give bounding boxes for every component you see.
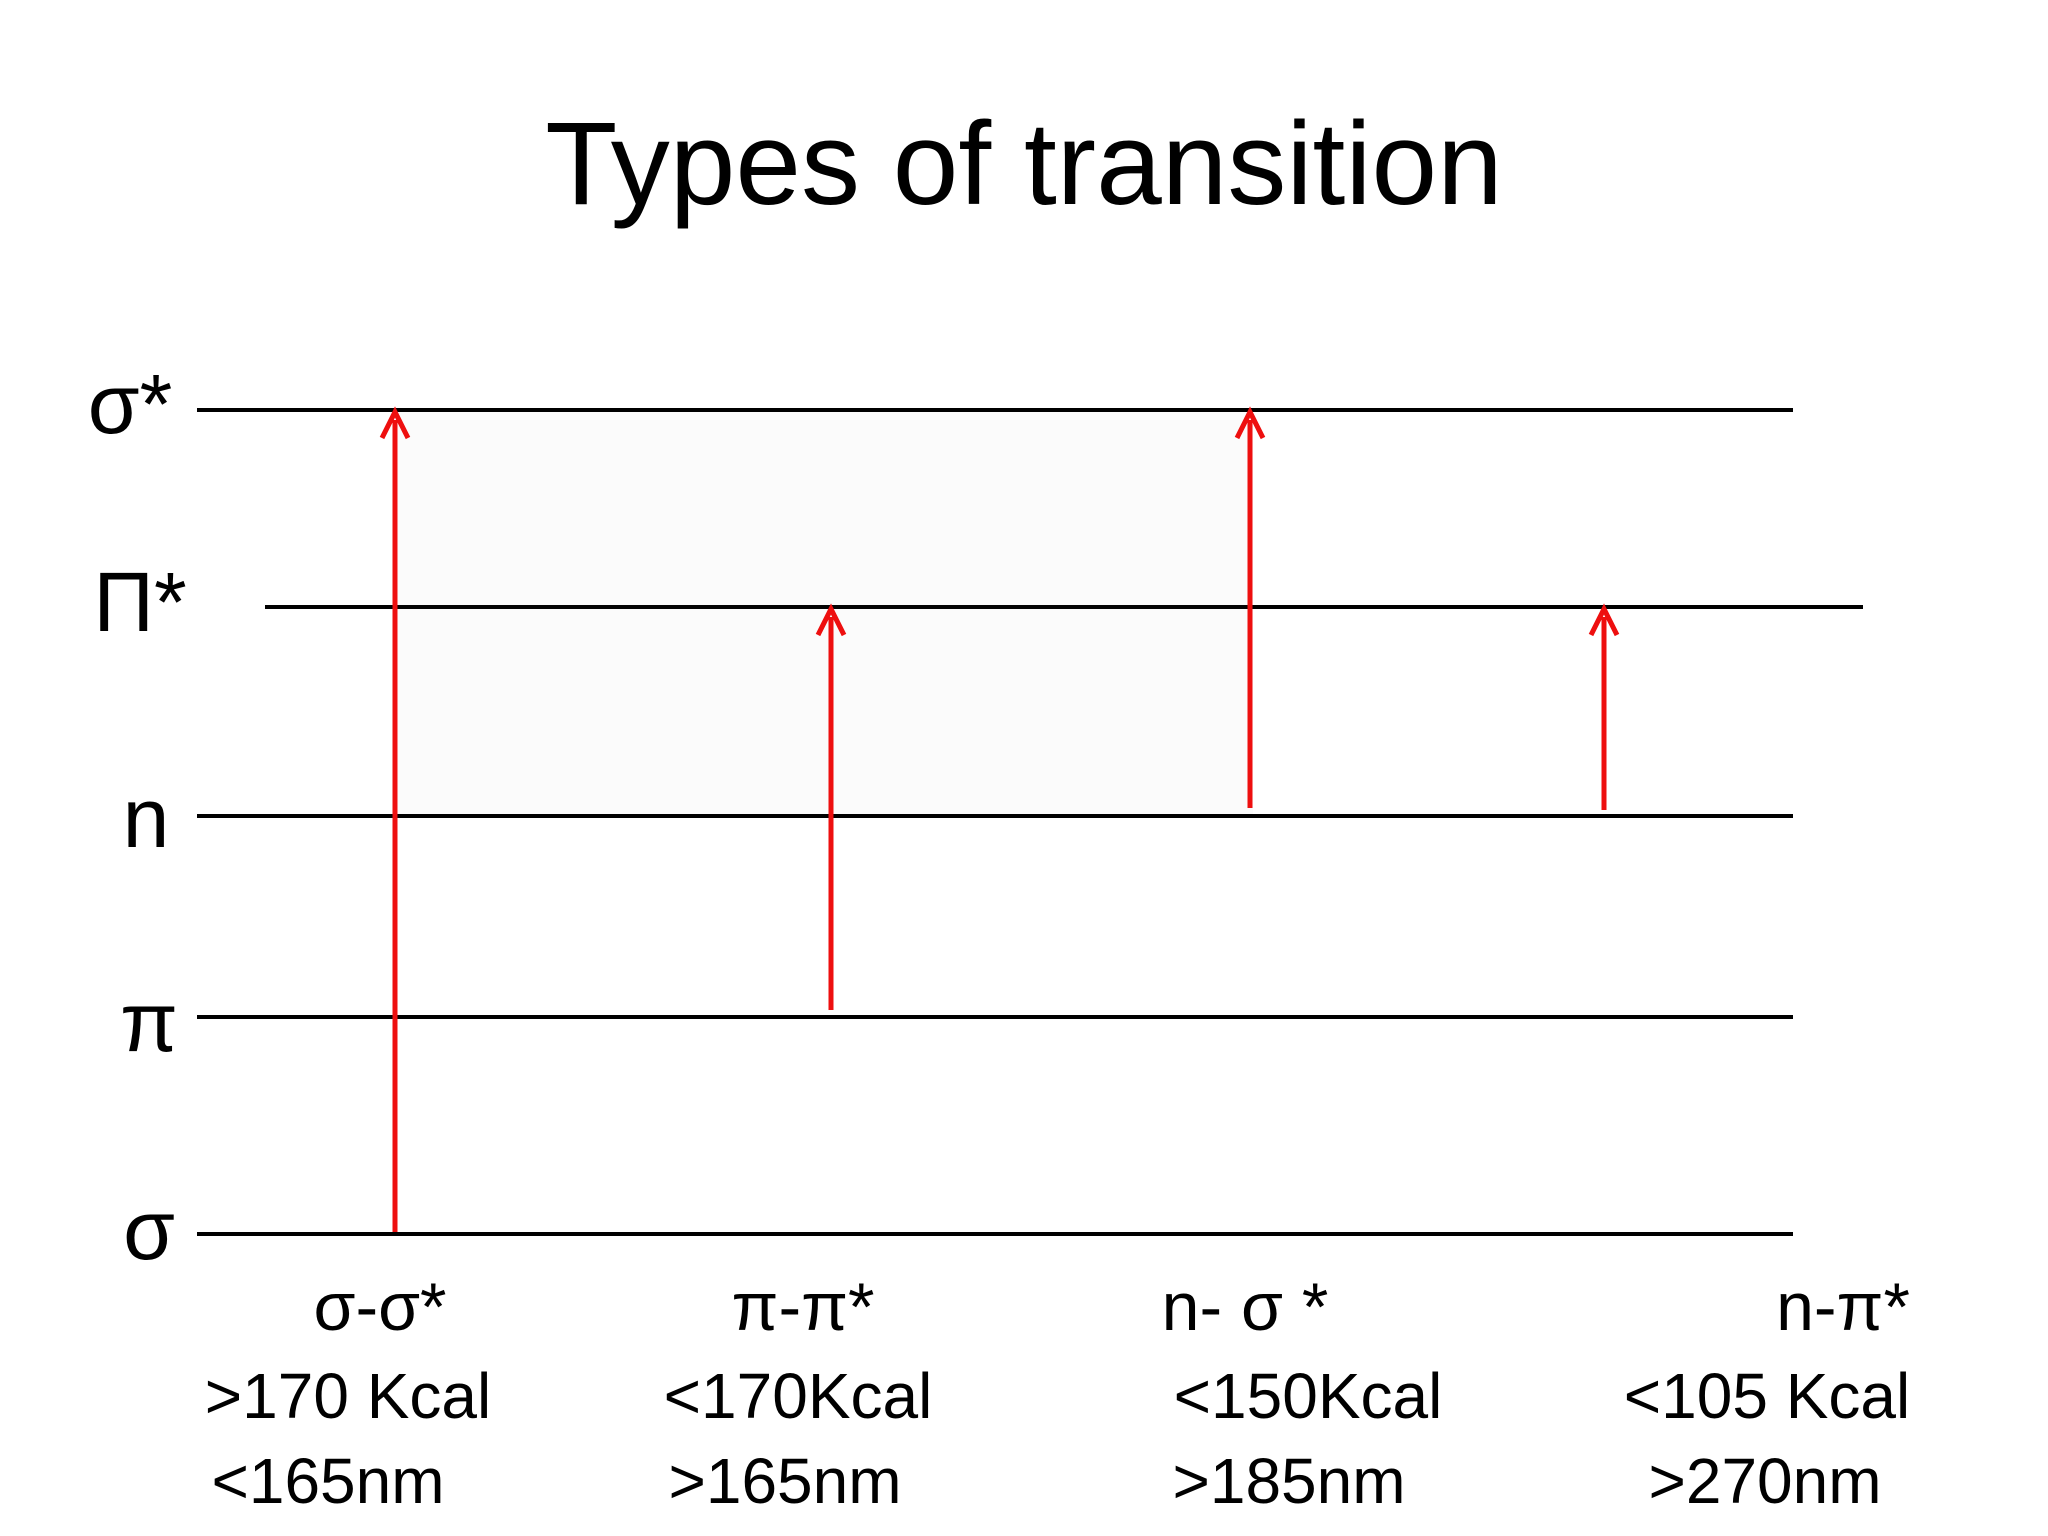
level-label-pi-star: Π* xyxy=(93,555,187,649)
transition-wavelength-pi-pistar: >165nm xyxy=(668,1445,902,1517)
level-label-sigma: σ xyxy=(123,1183,175,1277)
level-line-pi-star xyxy=(265,605,1863,609)
transition-name-n-sigmastar: n- σ * xyxy=(1161,1269,1329,1345)
transition-arrow-n-to-pi-star xyxy=(1588,603,1620,810)
level-line-pi xyxy=(197,1015,1793,1019)
transition-wavelength-sigma-sigmastar: <165nm xyxy=(211,1445,445,1517)
level-label-pi: π xyxy=(120,975,178,1069)
transition-energy-n-sigmastar: <150Kcal xyxy=(1173,1360,1443,1432)
transition-name-sigma-sigmastar: σ-σ* xyxy=(313,1269,447,1345)
transition-wavelength-n-pistar: >270nm xyxy=(1648,1445,1882,1517)
level-label-sigma-star: σ* xyxy=(87,357,173,451)
transition-energy-sigma-sigmastar: >170 Kcal xyxy=(204,1360,492,1432)
level-label-n: n xyxy=(122,771,170,865)
transition-name-n-pistar: n-π* xyxy=(1776,1269,1910,1345)
transition-arrow-n-to-sigma-star xyxy=(1234,406,1266,808)
transition-name-pi-pistar: π-π* xyxy=(731,1269,875,1345)
level-line-sigma-star xyxy=(197,408,1793,412)
slide-title: Types of transition xyxy=(545,98,1503,230)
level-line-sigma xyxy=(197,1232,1793,1236)
transition-arrow-sigma-to-sigma-star xyxy=(379,406,411,1232)
level-line-n xyxy=(197,814,1793,818)
transition-energy-n-pistar: <105 Kcal xyxy=(1623,1360,1911,1432)
transition-energy-pi-pistar: <170Kcal xyxy=(663,1360,933,1432)
transition-wavelength-n-sigmastar: >185nm xyxy=(1172,1445,1406,1517)
transition-arrow-pi-to-pi-star xyxy=(815,603,847,1010)
